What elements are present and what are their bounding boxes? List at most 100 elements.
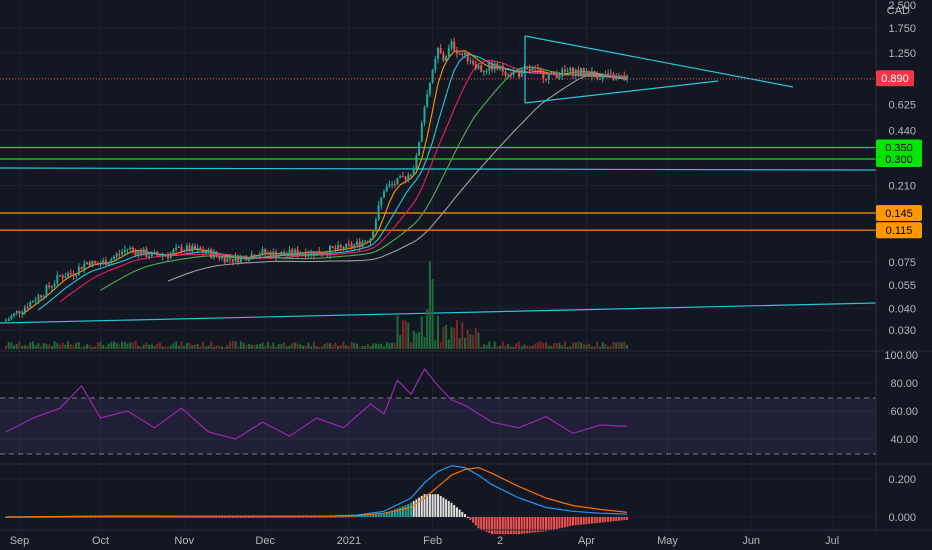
time-labels: Sep Oct Nov Dec 2021 Feb 2 Apr May Jun Jul [10,535,840,547]
volume-bar [177,345,180,349]
macd-hist-bar [312,516,315,518]
volume-bar [623,341,626,349]
candle-body [86,261,88,264]
candle-body [202,250,205,253]
candle-body [453,41,456,51]
volume-bar [148,344,151,349]
volume-bar [542,343,545,349]
candle-body [91,260,94,267]
candle-body [437,48,439,60]
volume-bar [599,346,601,349]
macd-hist-bar [239,516,242,518]
volume-bar [48,344,51,349]
macd-hist-bar [96,516,99,518]
macd-hist-bar [364,515,367,517]
macd-hist-bar [75,516,78,518]
volume-bar [447,339,450,349]
candle-body [488,62,491,71]
macd-hist-bar [496,517,499,535]
macd-hist-bar [177,516,180,518]
candle-body [401,175,404,177]
candle-body [329,246,331,255]
candle-body [207,249,210,253]
macd-hist-bar [118,516,121,518]
volume-bar [218,345,221,349]
volume-bar [42,343,45,349]
macd-hist-bar [67,516,70,518]
price-axis[interactable]: 2.5001.7501.2500.8900.6250.4400.3500.300… [875,0,922,530]
candle-body [161,255,164,257]
candle-body [80,266,83,270]
level-label: 0.145 [885,208,913,220]
macd-hist-bar [275,516,277,518]
macd-hist-bar [555,517,558,529]
macd-hist-bar [234,516,237,518]
volume-bar [80,346,83,349]
macd-hist-bar [401,506,404,517]
volume-bar [172,343,175,349]
candle-body [455,50,458,54]
macd-hist-bar [472,517,475,523]
time-axis[interactable]: Sep Oct Nov Dec 2021 Feb 2 Apr May Jun Jul [0,529,932,547]
candle-body [266,252,269,254]
volume-bar [229,341,232,349]
macd-hist-bar [534,517,537,533]
rsi-pane[interactable] [0,367,876,455]
volume-bar [377,343,380,349]
candle-body [539,68,542,71]
candle-body [377,205,380,220]
macd-hist-bar [410,502,412,517]
macd-hist-bar [626,517,628,520]
volume-bar [156,343,159,349]
volume-bar [364,346,367,349]
macd-hist-bar [326,516,329,518]
candle-body [515,71,518,73]
volume-bar [426,309,429,349]
volume-bar [312,341,315,349]
candle-body [404,176,407,180]
candle-body [350,243,353,248]
macd-hist-bar [158,516,161,518]
volume-bar [253,345,256,349]
volume-bar [102,344,105,349]
volume-bar [67,341,70,349]
macd-hist-bar [434,494,437,517]
candle-body [231,258,234,262]
candle-body [464,52,466,55]
macd-hist-bar [199,516,202,518]
volume-bar [183,346,186,349]
macd-hist-bar [480,517,483,530]
volume-bar [509,346,512,349]
candle-body [482,71,485,73]
macd-hist-bar [229,516,232,518]
macd-hist-bar [277,516,280,518]
macd-hist-bar [391,510,394,517]
price-pane[interactable] [0,35,877,349]
macd-pane[interactable] [5,465,628,535]
candle-body [353,244,356,248]
candle-body [590,71,593,78]
macd-hist-bar [48,516,51,518]
volume-bar [450,327,453,349]
macd-hist-bar [180,516,183,518]
candle-body [177,246,180,248]
candle-body [339,245,342,248]
candle-body [326,253,329,255]
macd-hist-bar [501,517,504,535]
volume-bar [531,345,534,349]
volume-bar [191,344,194,349]
candle-body [64,276,67,278]
volume-bar [520,346,523,349]
candle-body [623,75,626,81]
candle-body [188,245,191,252]
candle-body [37,295,40,301]
moving-averages [21,50,628,316]
candle-body [15,311,18,314]
triangle-lower [524,80,719,104]
candle-body [372,231,375,239]
last-price-tag [876,70,914,87]
candle-body [34,300,37,302]
volume-bar [269,345,272,349]
candle-body [269,252,272,258]
